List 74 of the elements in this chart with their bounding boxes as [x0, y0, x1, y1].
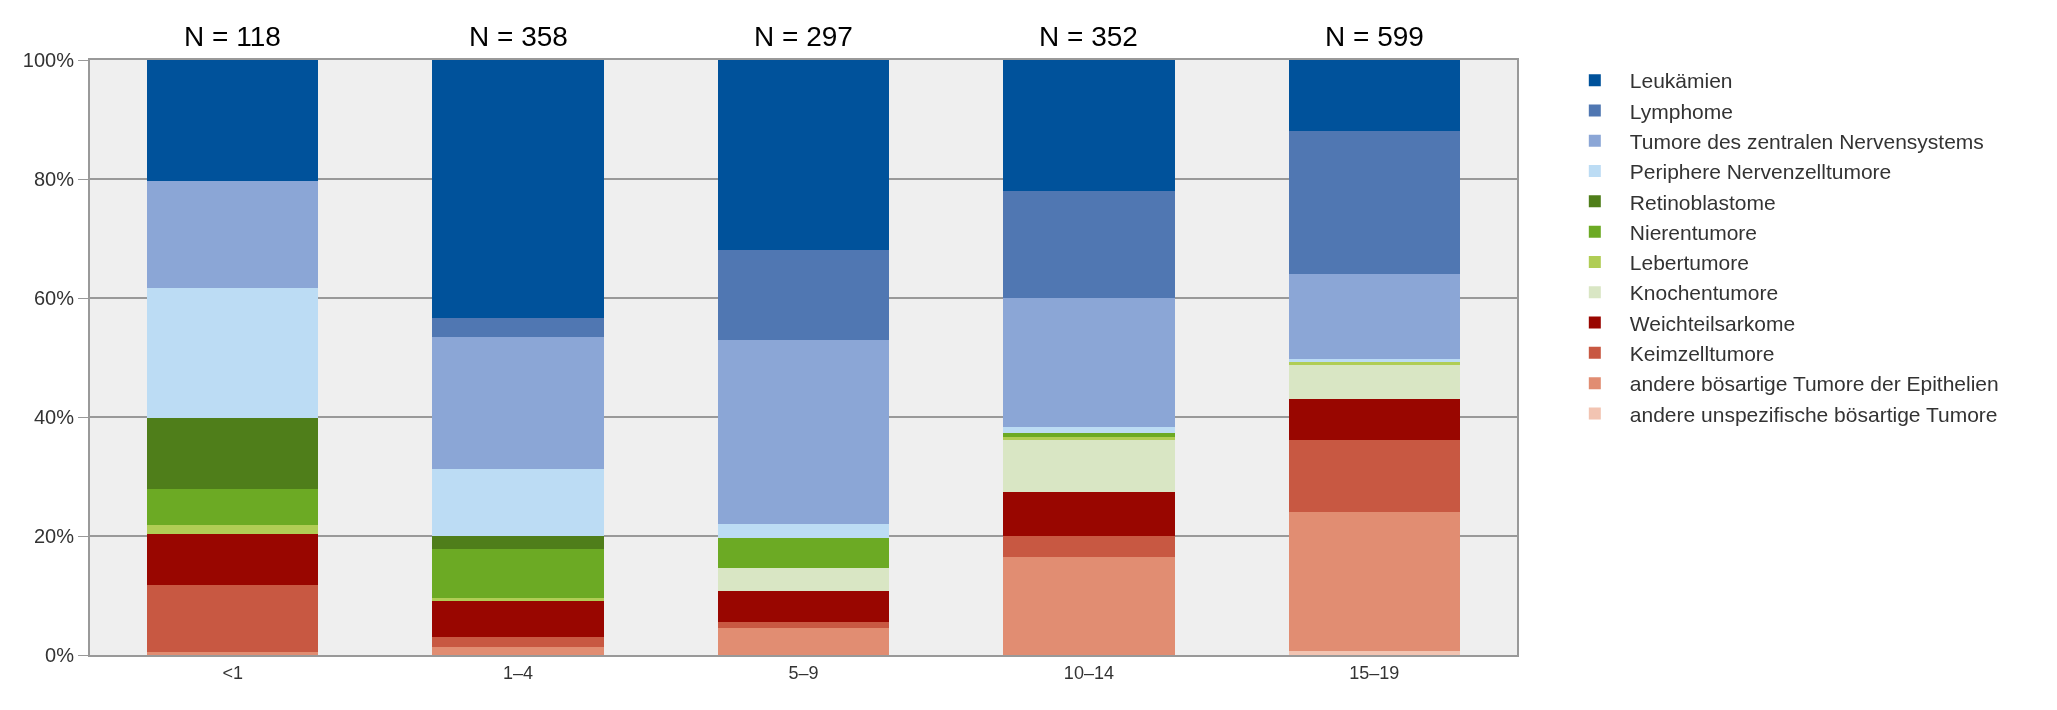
bar: [432, 600, 604, 638]
bar: [147, 181, 319, 288]
bar: [1003, 439, 1175, 492]
bar: [1288, 60, 1460, 132]
bar: [717, 250, 890, 340]
bar: [147, 534, 319, 585]
legend-label: andere unspezifische bösartige Tumore: [1629, 402, 1998, 426]
bar: [717, 591, 890, 623]
bar: [147, 60, 319, 182]
bar: [147, 417, 319, 489]
x-tick-label: 15–19: [1349, 662, 1400, 683]
bar: [1288, 440, 1460, 512]
bar: [432, 647, 604, 655]
y-tick-label: 80%: [33, 168, 75, 190]
bar: [147, 489, 319, 526]
bar: [432, 549, 604, 598]
bar: [717, 60, 890, 251]
x-tick-label: 1–4: [503, 662, 534, 683]
bar: [147, 584, 319, 653]
bar: [432, 469, 604, 536]
bar: [717, 339, 890, 524]
x-tick-label: 5–9: [788, 662, 819, 683]
legend-label: andere bösartige Tumore der Epithelien: [1629, 372, 1999, 396]
annotation: N = 599: [1325, 21, 1424, 52]
legend-label: Lebertumore: [1629, 251, 1749, 275]
bar: [432, 318, 604, 338]
bar: [1288, 274, 1460, 360]
bar: [1288, 364, 1460, 400]
bar: [717, 567, 890, 592]
bar: [1003, 298, 1175, 427]
legend-label: Retinoblastome: [1629, 190, 1776, 214]
annotation: N = 352: [1039, 21, 1138, 52]
legend-label: Knochentumore: [1629, 281, 1779, 305]
bar: [1288, 399, 1460, 441]
legend-label: Periphere Nervenzelltumore: [1629, 160, 1892, 184]
y-tick-label: 20%: [33, 525, 75, 547]
x-tick-label: <1: [222, 662, 243, 683]
legend-label: Weichteilsarkome: [1629, 311, 1796, 335]
annotation: N = 297: [754, 21, 853, 52]
annotation: N = 358: [469, 21, 568, 52]
bar: [1003, 433, 1175, 438]
bar: [432, 337, 604, 470]
bar: [1003, 437, 1175, 440]
x-tick-label: 10–14: [1063, 662, 1114, 683]
bar: [1288, 651, 1460, 655]
bar: [432, 637, 604, 648]
bar: [147, 287, 319, 418]
bar: [717, 523, 890, 539]
bar: [1003, 536, 1175, 557]
bar: [1288, 131, 1460, 275]
y-tick-label: 100%: [22, 49, 75, 71]
y-tick-label: 0%: [45, 644, 75, 666]
bar: [432, 536, 604, 550]
bar: [1003, 426, 1175, 434]
legend-label: Keimzelltumore: [1629, 342, 1775, 366]
legend-label: Tumore des zentralen Nervensystems: [1629, 129, 1984, 153]
bar: [717, 538, 890, 568]
bar: [1003, 556, 1175, 655]
bar: [147, 652, 319, 655]
bar: [1003, 190, 1175, 298]
annotation: N = 118: [184, 21, 281, 52]
bar: [1003, 60, 1175, 191]
legend-label: Lymphome: [1629, 99, 1733, 123]
bar: [432, 60, 604, 319]
legend-label: Leukämien: [1629, 69, 1733, 93]
y-tick-label: 40%: [33, 406, 75, 428]
bar: [147, 525, 319, 535]
bar: [717, 622, 890, 628]
y-tick-label: 60%: [33, 287, 75, 309]
bar: [1288, 511, 1460, 652]
legend-label: Nierentumore: [1629, 220, 1758, 244]
bar: [432, 597, 604, 601]
bar: [717, 627, 890, 655]
bar: [1003, 491, 1175, 536]
